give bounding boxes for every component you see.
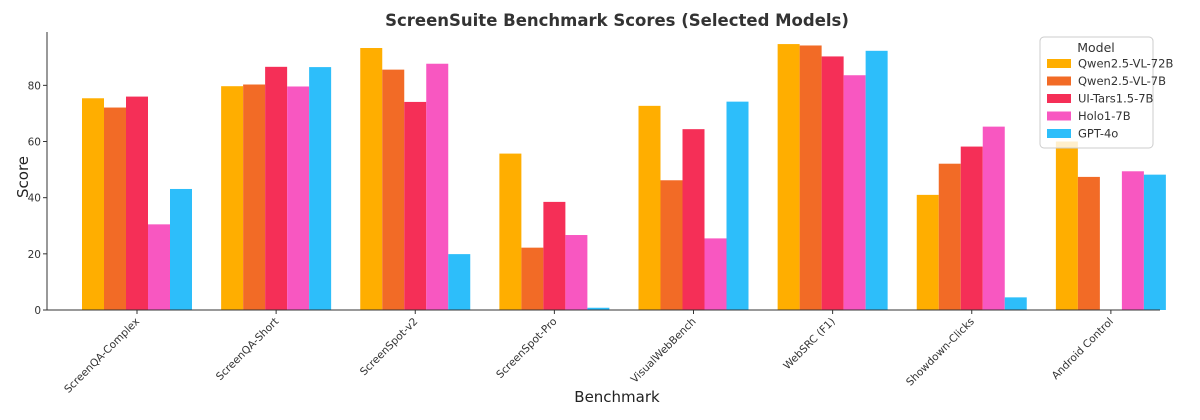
bar: [682, 129, 705, 310]
bar: [82, 98, 104, 311]
bar: [704, 238, 727, 310]
legend-entry: GPT-4o: [1078, 127, 1118, 141]
bar: [565, 235, 588, 310]
legend-items: Qwen2.5-VL-72B Qwen2.5-VL-7B UI-Tars1.5-7B…: [1047, 57, 1173, 141]
bar: [660, 180, 683, 310]
bar: [1077, 176, 1100, 310]
bar: [499, 153, 522, 310]
y-tick-label: 0: [34, 305, 41, 317]
bar: [821, 56, 844, 311]
bar: [426, 63, 449, 311]
bar: [287, 86, 310, 310]
x-tick-label: WebSRC (F1): [781, 316, 838, 373]
x-tick-label: ScreenSpot-v2: [358, 316, 420, 378]
legend-entry: UI-Tars1.5-7B: [1078, 92, 1154, 106]
legend-swatch: [1047, 129, 1071, 138]
legend-entry: Holo1-7B: [1078, 109, 1131, 123]
axes-layer: [46, 32, 1160, 311]
legend-entry: Qwen2.5-VL-7B: [1078, 74, 1166, 88]
x-tick-label: Android Control: [1050, 316, 1116, 382]
bar: [960, 146, 983, 310]
bar: [448, 254, 471, 310]
bar: [587, 307, 610, 310]
x-tick-label: ScreenSpot-Pro: [494, 316, 559, 381]
x-tick-label: ScreenQA-Complex: [62, 316, 142, 396]
bar: [382, 69, 405, 310]
y-tick-label: 60: [28, 137, 41, 149]
y-tick-label: 20: [28, 249, 41, 261]
bar: [221, 86, 244, 310]
bar: [309, 67, 332, 310]
bar: [938, 163, 961, 310]
bar: [170, 188, 192, 310]
bar: [126, 96, 148, 310]
bar: [638, 105, 661, 310]
bar: [777, 44, 800, 310]
legend-swatch: [1047, 76, 1071, 86]
y-axis-label: Score: [14, 156, 32, 198]
x-tick-label: Showdown-Clicks: [904, 316, 977, 389]
bar: [799, 45, 822, 310]
chart-title: ScreenSuite Benchmark Scores (Selected M…: [385, 11, 849, 30]
legend-swatch: [1047, 111, 1071, 121]
x-axis-label: Benchmark: [574, 388, 660, 406]
bar: [1121, 171, 1144, 310]
x-tick-label: ScreenQA-Short: [214, 316, 281, 383]
bar: [265, 66, 288, 310]
bar: [982, 126, 1005, 310]
legend-title: Model: [1077, 40, 1115, 55]
bar: [148, 224, 170, 310]
bar: [1004, 297, 1027, 310]
bar: [865, 50, 888, 311]
bar: [543, 201, 566, 310]
bar: [521, 247, 544, 310]
bar: [843, 75, 866, 311]
bar: [404, 101, 427, 310]
bar: [1143, 174, 1166, 310]
bar: [243, 84, 266, 310]
bar: [360, 48, 383, 310]
bar: [1055, 141, 1078, 310]
bar: [726, 101, 749, 310]
legend-swatch: [1047, 59, 1071, 68]
bar: [104, 107, 126, 310]
bars-layer: [82, 44, 1166, 311]
bar: [916, 194, 939, 310]
legend-entry: Qwen2.5-VL-72B: [1078, 57, 1173, 71]
x-tick-label: VisualWebBench: [629, 316, 699, 386]
legend-swatch: [1047, 94, 1071, 103]
legend: Model Qwen2.5-VL-72B Qwen2.5-VL-7B UI-Tars…: [1039, 36, 1173, 149]
y-tick-label: 40: [28, 193, 41, 205]
y-tick-label: 80: [28, 80, 41, 92]
